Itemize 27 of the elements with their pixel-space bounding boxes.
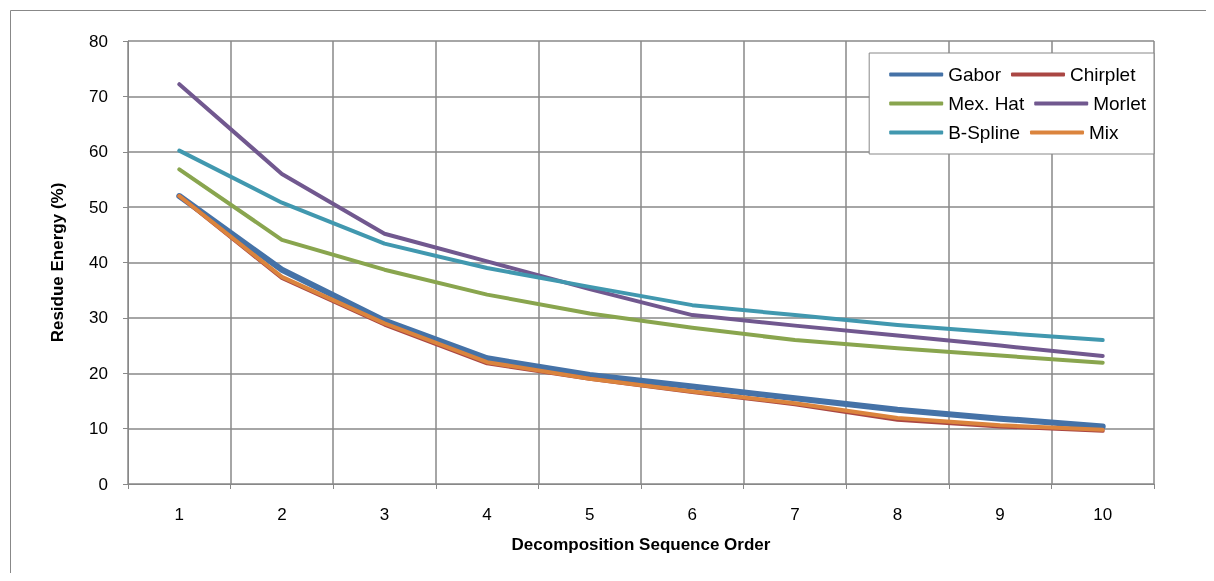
y-tick-label: 40: [89, 253, 108, 272]
x-tick-label: 5: [584, 505, 595, 524]
legend-label: Morlet: [1093, 93, 1147, 114]
legend-label: B-Spline: [948, 122, 1021, 143]
x-tick-label: 3: [379, 505, 390, 524]
x-axis-title: Decomposition Sequence Order: [511, 535, 771, 554]
y-tick-label: 20: [89, 363, 108, 383]
y-axis-title: Residue Energy (%): [48, 182, 67, 343]
x-tick-label: 8: [892, 505, 903, 524]
x-tick-label: 7: [790, 505, 800, 524]
x-tick-label: 1: [174, 505, 185, 524]
x-tick-label: 10: [1093, 505, 1113, 524]
y-tick-label: 0: [98, 474, 108, 494]
x-tick-label: 6: [687, 505, 698, 524]
legend-label: Gabor: [948, 64, 1002, 85]
y-tick-label: 30: [89, 308, 108, 328]
y-tick-label: 70: [89, 86, 108, 106]
y-tick-label: 80: [89, 31, 108, 51]
x-tick-label: 4: [482, 505, 492, 524]
x-tick-label: 9: [995, 505, 1005, 524]
y-tick-label: 10: [89, 419, 108, 439]
y-tick-label: 50: [89, 197, 108, 217]
x-tick-label: 2: [277, 505, 287, 524]
legend-label: Mix: [1089, 122, 1120, 143]
legend-label: Mex. Hat: [948, 93, 1025, 114]
y-tick-label: 60: [89, 142, 108, 162]
legend-label: Chirplet: [1070, 64, 1137, 85]
